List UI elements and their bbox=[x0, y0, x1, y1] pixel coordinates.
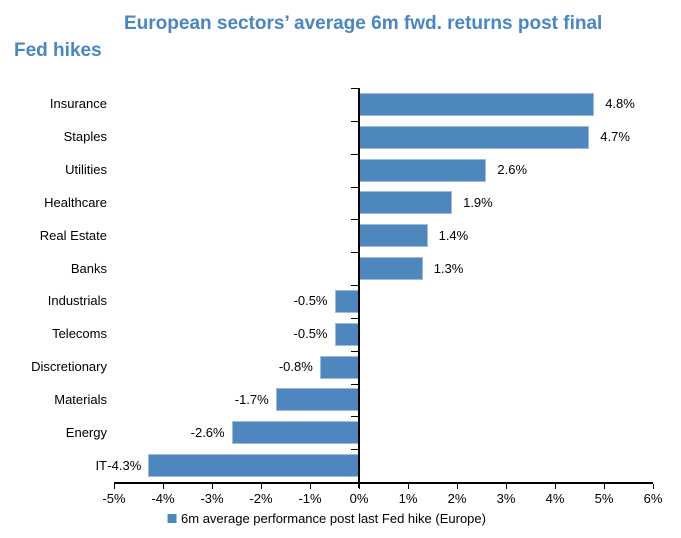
bar bbox=[359, 92, 595, 116]
category-label: Staples bbox=[63, 129, 107, 145]
bar bbox=[334, 322, 359, 346]
x-axis-tick bbox=[653, 484, 654, 489]
value-label: -1.7% bbox=[234, 391, 269, 407]
category-label: Insurance bbox=[49, 96, 107, 112]
x-axis-tick bbox=[457, 484, 458, 489]
category-axis-tick bbox=[351, 153, 359, 155]
x-axis-tick bbox=[310, 484, 311, 489]
x-axis-tick bbox=[261, 484, 262, 489]
value-label: 4.7% bbox=[600, 129, 630, 145]
x-axis-tick bbox=[212, 484, 213, 489]
value-label: 4.8% bbox=[605, 96, 635, 112]
category-label: IT bbox=[95, 457, 107, 473]
bar bbox=[334, 289, 359, 313]
category-label: Banks bbox=[70, 260, 107, 276]
x-axis-tick bbox=[506, 484, 507, 489]
x-axis-tick bbox=[163, 484, 164, 489]
x-tick-label: 6% bbox=[643, 491, 663, 506]
chart-title-line1: European sectors’ average 6m fwd. return… bbox=[124, 13, 603, 34]
bar bbox=[359, 224, 428, 248]
bar bbox=[359, 158, 487, 182]
category-axis-tick bbox=[351, 317, 359, 319]
category-axis-tick bbox=[351, 350, 359, 352]
x-tick-label: -3% bbox=[200, 491, 224, 506]
category-axis-tick bbox=[351, 416, 359, 418]
x-axis-tick bbox=[408, 484, 409, 489]
x-tick-label: 5% bbox=[594, 491, 614, 506]
value-label: -0.5% bbox=[293, 293, 328, 309]
bar bbox=[231, 421, 359, 445]
legend-label: 6m average performance post last Fed hik… bbox=[181, 511, 486, 526]
x-axis-tick bbox=[555, 484, 556, 489]
legend-marker-icon bbox=[167, 514, 177, 523]
value-label: -4.3% bbox=[107, 457, 142, 473]
x-tick-label: 4% bbox=[545, 491, 565, 506]
value-label: 1.9% bbox=[463, 194, 493, 210]
x-axis-line bbox=[114, 482, 653, 484]
category-axis-tick bbox=[351, 449, 359, 451]
x-tick-label: -1% bbox=[298, 491, 322, 506]
category-label: Telecoms bbox=[52, 326, 107, 342]
x-tick-label: -2% bbox=[249, 491, 273, 506]
category-axis-tick bbox=[351, 88, 359, 89]
bar bbox=[359, 191, 453, 215]
category-label: Healthcare bbox=[44, 194, 107, 210]
value-label: -2.6% bbox=[190, 424, 225, 440]
x-axis-tick bbox=[604, 484, 605, 489]
x-tick-label: 3% bbox=[496, 491, 516, 506]
value-label: 1.3% bbox=[433, 260, 464, 276]
chart-legend: 6m average performance post last Fed hik… bbox=[167, 511, 486, 526]
bar bbox=[319, 355, 359, 379]
category-label: Industrials bbox=[47, 293, 107, 309]
value-label: -0.5% bbox=[293, 326, 328, 342]
category-axis-tick bbox=[351, 252, 359, 254]
x-tick-label: -4% bbox=[151, 491, 175, 506]
category-label: Discretionary bbox=[31, 359, 107, 375]
bar bbox=[148, 454, 359, 478]
x-axis-tick bbox=[359, 484, 360, 489]
category-axis-tick bbox=[351, 285, 359, 286]
value-label: 1.4% bbox=[438, 227, 469, 243]
category-label: Energy bbox=[65, 424, 107, 440]
category-axis-tick bbox=[351, 186, 359, 188]
value-label: 2.6% bbox=[497, 162, 528, 178]
category-label: Utilities bbox=[65, 162, 107, 178]
category-axis-tick bbox=[351, 383, 359, 385]
x-tick-label: -5% bbox=[102, 491, 126, 506]
value-label: -0.8% bbox=[278, 359, 313, 375]
category-label: Materials bbox=[54, 391, 107, 407]
bar bbox=[275, 388, 359, 412]
bar bbox=[359, 125, 590, 149]
x-tick-label: 0% bbox=[349, 491, 369, 506]
bar bbox=[359, 257, 423, 281]
zero-axis-line bbox=[358, 88, 360, 488]
category-axis-tick bbox=[351, 219, 359, 221]
category-axis-tick bbox=[351, 120, 359, 122]
x-tick-label: 2% bbox=[447, 491, 467, 506]
category-label: Real Estate bbox=[39, 227, 107, 243]
x-axis-tick bbox=[114, 484, 115, 489]
chart-title-line2: Fed hikes bbox=[14, 40, 102, 61]
x-tick-label: 1% bbox=[398, 491, 418, 506]
